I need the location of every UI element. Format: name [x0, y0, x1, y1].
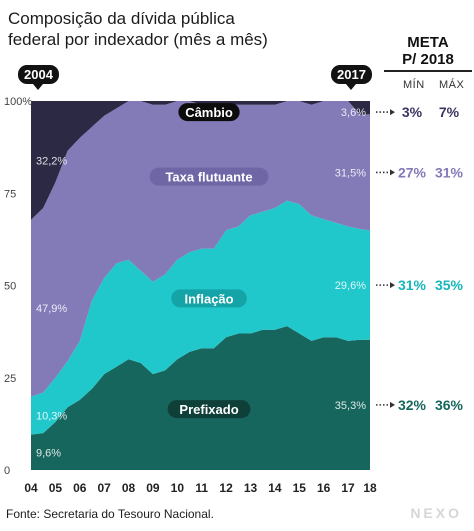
x-tick-label: 07 — [97, 481, 111, 495]
y-tick-label: 75 — [4, 188, 16, 200]
series-pill-inflacao — [171, 289, 247, 308]
series-pill-taxa-flutuante — [149, 167, 269, 186]
meta-title-line-2: P/ 2018 — [402, 51, 454, 68]
y-tick-label: 100% — [4, 96, 32, 108]
meta-title: META P/ 2018 — [384, 34, 472, 68]
series-name-inflacao: Inflação — [184, 291, 233, 306]
nexo-logo: NEXO — [410, 505, 462, 521]
end-value-inflacao: 29,6% — [335, 280, 366, 292]
end-value-taxa-flutuante: 31,5% — [335, 167, 366, 179]
x-tick-label: 11 — [195, 481, 208, 495]
meta-arrow-head-cambio — [390, 109, 395, 116]
x-tick-label: 14 — [268, 481, 282, 495]
meta-min-header: MÍN — [403, 79, 425, 91]
series-name-taxa-flutuante: Taxa flutuante — [165, 170, 252, 185]
chart-title: Composição da dívida pública federal por… — [8, 8, 338, 50]
chart-title-line-2: federal por indexador (mês a mês) — [8, 30, 268, 49]
meta-min-cambio: 3% — [402, 104, 423, 120]
end-value-cambio: 3,6% — [341, 107, 366, 119]
x-tick-label: 16 — [317, 481, 331, 495]
x-tick-label: 15 — [293, 481, 307, 495]
meta-min-taxa-flutuante: 27% — [398, 164, 427, 180]
start-value-cambio: 32,2% — [36, 155, 67, 167]
x-tick-label: 06 — [73, 481, 87, 495]
meta-max-inflacao: 35% — [435, 277, 464, 293]
meta-title-line-1: META — [407, 34, 449, 51]
area-inflacao — [31, 200, 370, 435]
area-prefixado — [31, 326, 370, 470]
meta-divider — [384, 70, 472, 72]
meta-arrow-head-prefixado — [390, 401, 395, 408]
meta-min-prefixado: 32% — [398, 397, 427, 413]
x-tick-label: 10 — [171, 481, 185, 495]
end-value-prefixado: 35,3% — [335, 400, 366, 412]
x-tick-label: 05 — [49, 481, 63, 495]
meta-max-header: MÁX — [439, 79, 465, 91]
start-year-badge: 2004 — [18, 65, 59, 90]
x-tick-label: 17 — [341, 481, 355, 495]
meta-max-cambio: 7% — [439, 104, 460, 120]
x-tick-label: 13 — [244, 481, 258, 495]
y-tick-label: 0 — [4, 465, 10, 477]
start-value-prefixado: 9,6% — [36, 447, 61, 459]
source-note: Fonte: Secretaria do Tesouro Nacional. — [6, 507, 214, 521]
x-tick-label: 09 — [146, 481, 160, 495]
meta-min-inflacao: 31% — [398, 277, 427, 293]
y-tick-label: 25 — [4, 373, 16, 385]
x-tick-label: 12 — [219, 481, 233, 495]
meta-max-taxa-flutuante: 31% — [435, 164, 464, 180]
series-name-cambio: Câmbio — [185, 105, 233, 120]
meta-arrow-head-inflacao — [390, 282, 395, 289]
end-year-badge: 2017 — [331, 65, 372, 90]
start-value-inflacao: 10,3% — [36, 411, 67, 423]
x-tick-label: 04 — [24, 481, 38, 495]
start-value-taxa-flutuante: 47,9% — [36, 303, 67, 315]
area-taxa-flutuante — [31, 101, 370, 397]
series-pill-cambio — [178, 103, 240, 122]
chart-title-line-1: Composição da dívida pública — [8, 9, 235, 28]
x-tick-label: 18 — [363, 481, 377, 495]
area-cambio — [31, 101, 370, 220]
series-name-prefixado: Prefixado — [179, 402, 238, 417]
y-tick-label: 50 — [4, 281, 16, 293]
series-pill-prefixado — [167, 400, 251, 419]
x-tick-label: 08 — [122, 481, 136, 495]
meta-arrow-head-taxa-flutuante — [390, 169, 395, 176]
meta-max-prefixado: 36% — [435, 397, 464, 413]
